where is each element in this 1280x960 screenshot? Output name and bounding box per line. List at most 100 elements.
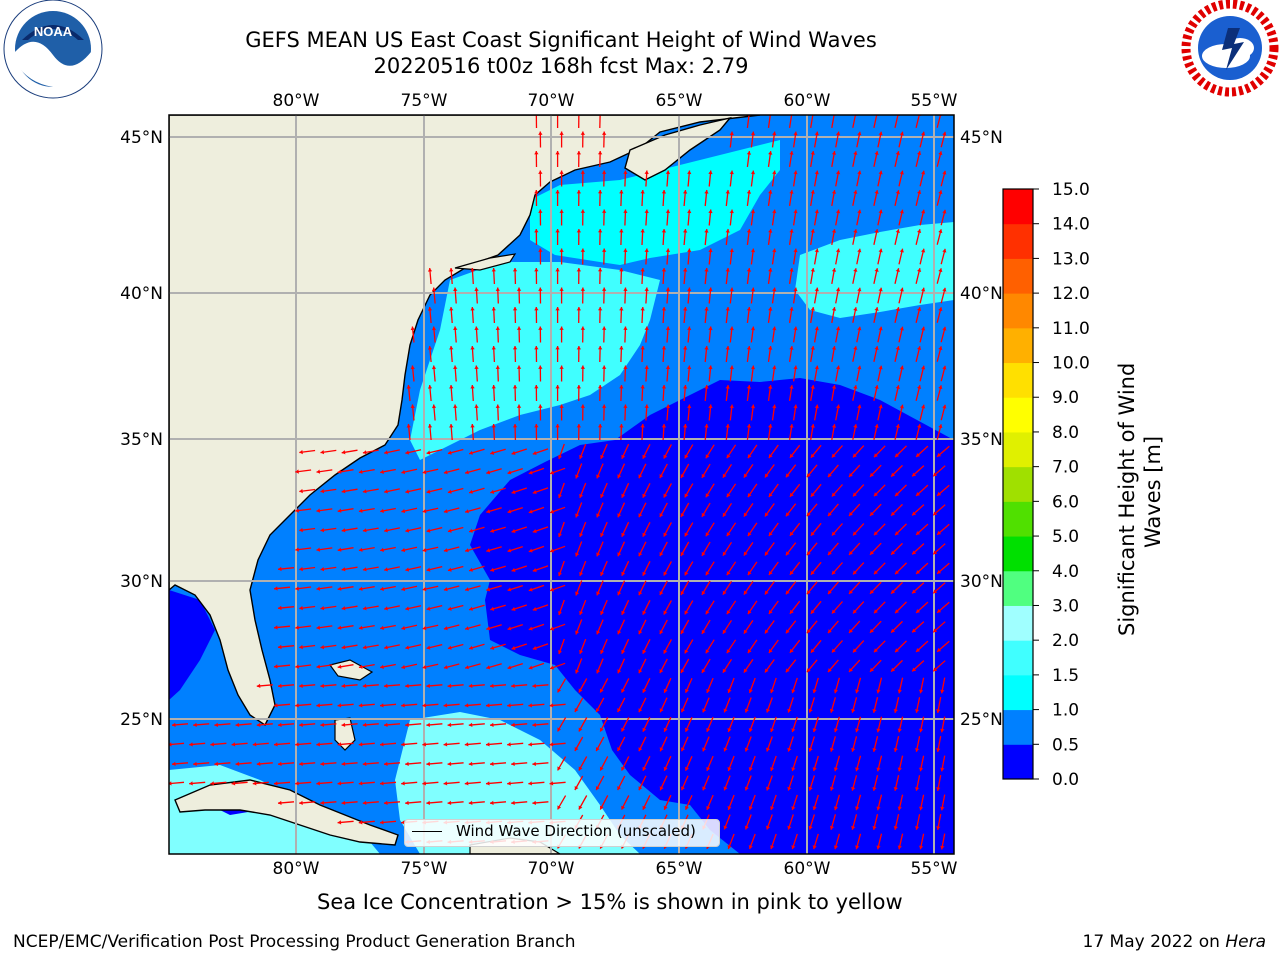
wave-direction-arrowhead [750,326,756,331]
wave-direction-arrowhead [831,151,837,155]
wave-direction-arrowhead [469,645,473,650]
wave-direction-arrowhead [538,404,543,408]
wave-direction-arrowhead [555,307,560,311]
wave-direction-arrowhead [235,761,240,766]
wave-direction-arrowhead [598,229,603,233]
wave-direction-arrowhead [659,474,664,479]
wave-direction-arrowhead [486,470,491,475]
wave-direction-arrowhead [550,509,554,514]
lat-label: 25°N [960,710,1003,730]
wave-direction-arrowhead [410,326,415,331]
wave-direction-arrowhead [768,190,773,194]
wave-direction-arrowhead [661,385,667,389]
wave-direction-arrowhead [486,781,490,786]
wave-direction-arrowhead [806,668,811,673]
wave-direction-arrowhead [576,307,581,311]
wave-direction-arrowhead [831,307,837,311]
wave-direction-arrowhead [299,449,303,455]
wave-direction-arrowhead [511,528,516,533]
wave-direction-arrowhead [746,424,752,428]
wave-direction-arrowhead [725,307,730,311]
wave-direction-arrowhead [764,629,769,634]
wave-direction-arrowhead [893,826,898,830]
wave-direction-arrowhead [766,708,771,713]
wave-direction-arrowhead [899,248,904,253]
wave-direction-arrowhead [829,747,834,752]
wave-direction-arrowhead [384,567,388,572]
wave-direction-arrowhead [705,649,710,654]
wave-direction-arrowhead [857,287,862,292]
wave-direction-arrowhead [453,404,458,408]
wave-direction-arrowhead [464,703,469,708]
wave-direction-arrowhead [851,825,856,830]
wave-direction-arrowhead [316,625,321,630]
wave-direction-arrowhead [596,552,601,557]
wave-direction-arrowhead [580,170,585,174]
wave-direction-arrowhead [895,346,900,350]
wave-direction-arrowhead [602,170,607,174]
wave-direction-arrowhead [575,552,580,557]
colorbar-title-line2: Waves [m] [1141,435,1165,548]
wave-direction-arrowhead [252,742,257,747]
wave-direction-arrowhead [574,786,579,790]
wave-direction-arrowhead [704,346,709,350]
wave-direction-arrowhead [833,806,838,811]
wave-direction-arrowhead [422,742,426,747]
wave-direction-arrowhead [528,665,533,670]
wave-direction-arrowhead [940,767,945,772]
wave-direction-arrowhead [663,649,668,654]
wave-direction-arrowhead [534,385,539,389]
wave-direction-arrowhead [511,722,515,727]
wave-direction-arrowhead [644,404,649,408]
wave-direction-arrowhead [443,587,448,592]
wave-direction-arrowhead [855,689,860,694]
wave-direction-arrowhead [814,326,819,331]
wave-direction-arrowhead [663,493,668,498]
wave-direction-arrowhead [831,453,836,458]
wave-direction-arrowhead [532,568,537,572]
wave-direction-arrowhead [599,727,604,732]
colorbar-segment [1003,570,1033,606]
wave-direction-arrowhead [806,590,811,595]
wave-direction-arrowhead [516,404,522,408]
wave-direction-arrowhead [750,404,756,409]
wave-direction-arrowhead [917,268,922,272]
wave-direction-arrowhead [362,489,367,494]
wave-direction-arrowhead [295,469,299,474]
wave-direction-arrowhead [638,552,643,557]
wave-direction-arrowhead [337,781,342,786]
wave-direction-arrowhead [793,287,798,292]
wave-direction-arrowhead [598,151,603,155]
wave-direction-arrowhead [453,365,458,369]
wave-direction-arrowhead [453,326,458,330]
wave-direction-arrowhead [683,307,688,311]
wave-field-1.0-1.5-a [530,140,780,265]
wave-direction-arrowhead [785,668,790,673]
wave-direction-arrowhead [743,512,748,517]
wave-direction-arrowhead [558,494,562,498]
wave-direction-arrowhead [746,151,752,155]
wave-direction-arrowhead [642,766,647,771]
wave-direction-arrowhead [743,590,748,595]
wave-direction-arrowhead [559,287,564,291]
wave-direction-arrowhead [870,628,874,633]
wave-direction-arrowhead [665,287,671,291]
wave-direction-arrowhead [384,528,388,533]
wave-direction-arrowhead [665,209,671,213]
wave-direction-arrowhead [341,722,346,727]
wave-direction-arrowhead [617,786,621,791]
wave-direction-arrowhead [599,805,604,810]
wave-direction-arrowhead [549,742,554,747]
wave-direction-arrowhead [640,385,645,389]
wave-direction-arrowhead [555,151,560,155]
wave-direction-arrowhead [490,450,495,455]
wave-direction-arrowhead [405,645,410,650]
wave-direction-arrowhead [534,424,539,428]
wave-direction-arrowhead [384,606,388,611]
footer-machine: Hera [1225,932,1266,952]
wave-direction-arrowhead [619,424,624,428]
wave-direction-arrowhead [726,532,731,537]
wave-direction-arrowhead [853,385,858,389]
wave-direction-arrowhead [723,708,728,713]
wave-direction-arrowhead [623,326,628,330]
